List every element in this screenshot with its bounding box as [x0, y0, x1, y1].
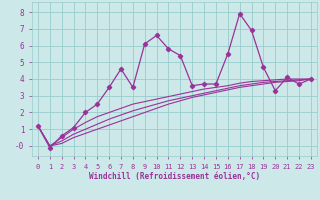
X-axis label: Windchill (Refroidissement éolien,°C): Windchill (Refroidissement éolien,°C) — [89, 172, 260, 181]
